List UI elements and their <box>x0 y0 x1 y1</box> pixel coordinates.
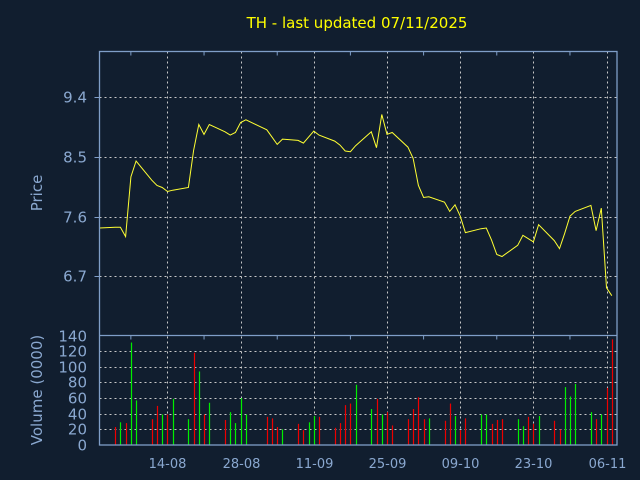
volume-tick-label: 100 <box>58 359 87 377</box>
price-tick-label: 8.5 <box>63 149 87 167</box>
x-tick-label: 23-10 <box>515 457 553 472</box>
x-tick-label: 25-09 <box>369 457 407 472</box>
volume-tick-label: 40 <box>68 406 87 424</box>
x-tick-label: 14-08 <box>149 457 187 472</box>
volume-tick-label: 140 <box>58 328 87 346</box>
chart-title: TH - last updated 07/11/2025 <box>246 14 468 32</box>
volume-tick-label: 0 <box>77 437 87 455</box>
price-tick-label: 9.4 <box>63 89 87 107</box>
x-tick-label: 11-09 <box>296 457 334 472</box>
price-line <box>99 114 613 296</box>
volume-axis-label: Volume (0000) <box>28 335 46 445</box>
x-tick-label: 28-08 <box>223 457 261 472</box>
x-tick-label: 09-10 <box>442 457 480 472</box>
x-tick-label: 06-11 <box>589 457 627 472</box>
volume-tick-label: 20 <box>68 421 87 439</box>
volume-tick-label: 80 <box>68 374 87 392</box>
plot-frame <box>98 50 618 446</box>
price-tick-label: 6.7 <box>63 268 87 286</box>
volume-tick-label: 120 <box>58 343 87 361</box>
price-tick-label: 7.6 <box>63 209 87 227</box>
price-axis-label: Price <box>28 175 46 212</box>
volume-tick-label: 60 <box>68 390 87 408</box>
